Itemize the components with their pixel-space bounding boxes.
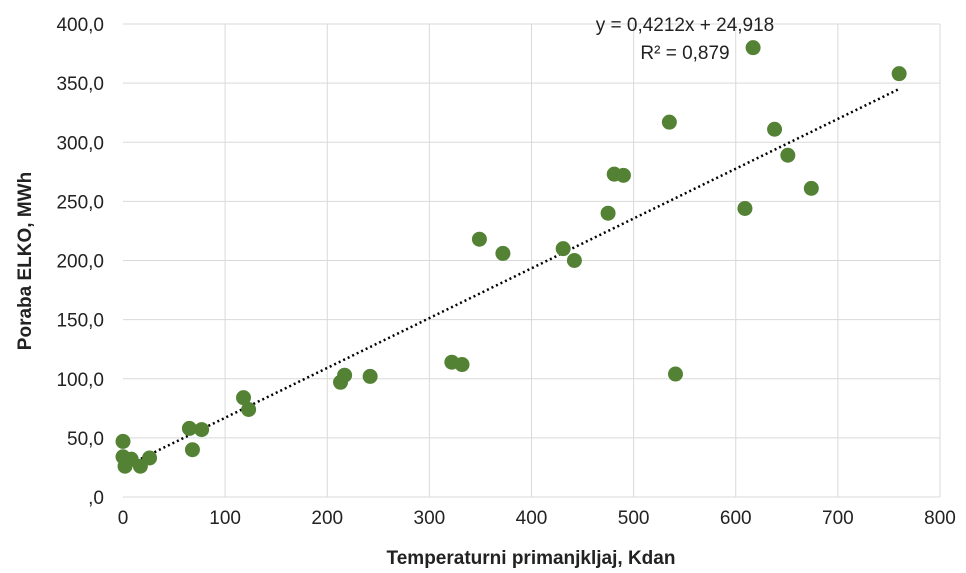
horizontal-gridlines — [123, 23, 940, 439]
data-point — [181, 420, 197, 436]
y-axis-title: Poraba ELKO, MWh — [15, 172, 36, 350]
y-tick-labels: ,0 50,0 100,0 150,0 200,0 250,0 300,0 350,0 400,… — [56, 15, 104, 509]
x-tick-label: 600 — [720, 508, 752, 529]
data-point — [454, 357, 470, 373]
data-point — [566, 253, 582, 268]
data-point — [184, 442, 200, 458]
y-tick-label: 300,0 — [56, 133, 104, 154]
data-point — [495, 245, 511, 261]
x-tick-label: 300 — [414, 508, 446, 529]
data-point — [115, 433, 131, 449]
data-point — [142, 450, 158, 466]
data-point — [737, 200, 753, 216]
y-tick-label: 400,0 — [56, 15, 104, 36]
data-point — [555, 241, 571, 257]
data-point — [667, 366, 683, 382]
x-tick-label: 700 — [822, 508, 854, 529]
y-tick-label: 100,0 — [56, 370, 104, 391]
data-point — [891, 66, 907, 82]
data-point — [745, 40, 761, 56]
y-tick-label: 250,0 — [56, 192, 104, 213]
y-tick-label: 350,0 — [56, 74, 104, 95]
x-tick-label: 500 — [618, 508, 650, 529]
data-point — [600, 205, 616, 221]
x-tick-labels: 0 100 200 300 400 500 600 700 800 — [118, 508, 956, 529]
x-tick-label: 200 — [311, 508, 343, 529]
data-point — [661, 114, 677, 130]
trendline-equation: y = 0,4212x + 24,918 — [596, 15, 775, 36]
data-point — [241, 401, 257, 417]
data-point — [780, 147, 796, 163]
y-tick-label: 150,0 — [56, 311, 104, 332]
trendline-r-squared: R² = 0,879 — [640, 43, 729, 64]
data-point — [767, 121, 783, 137]
x-tick-label: 0 — [118, 508, 129, 529]
x-tick-label: 400 — [516, 508, 548, 529]
data-point — [194, 422, 210, 438]
x-tick-label: 100 — [209, 508, 241, 529]
data-point — [803, 180, 819, 196]
x-tick-label: 800 — [924, 508, 956, 529]
data-point — [236, 390, 252, 406]
y-tick-label: ,0 — [88, 488, 104, 509]
data-point — [362, 368, 378, 384]
x-axis-title: Temperaturni primanjkljaj, Kdan — [387, 548, 676, 569]
data-point — [615, 167, 631, 183]
data-points — [115, 40, 907, 474]
data-point — [471, 231, 487, 247]
trendline — [122, 87, 900, 469]
data-point — [337, 367, 353, 383]
y-tick-label: 50,0 — [67, 429, 104, 450]
y-tick-label: 200,0 — [56, 252, 104, 273]
